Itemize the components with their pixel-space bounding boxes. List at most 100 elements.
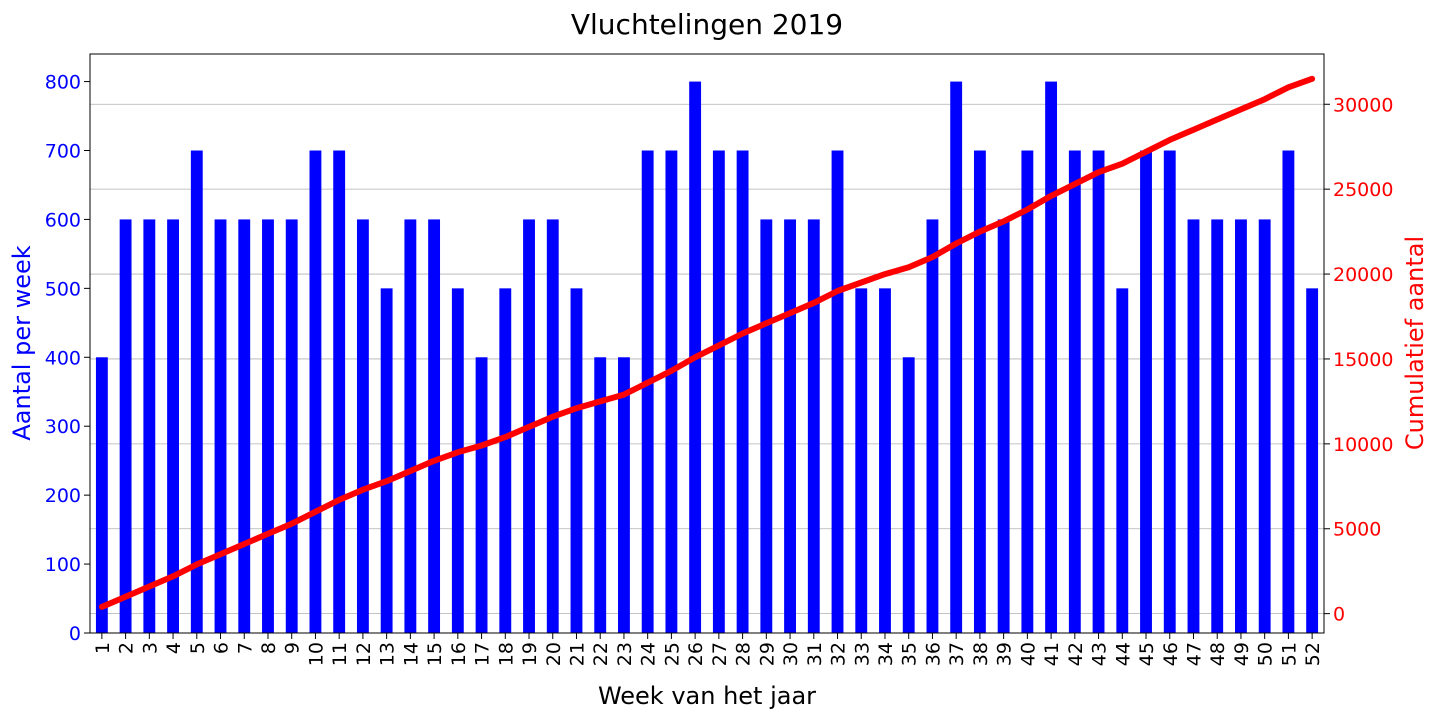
bar-week-41 (1045, 81, 1058, 634)
grid-layer (90, 103, 1324, 615)
bar-week-44 (1116, 288, 1129, 633)
bar-week-22 (594, 357, 607, 633)
bar-week-51 (1282, 150, 1295, 633)
x-tick-label: 38 (970, 642, 992, 666)
bar-week-25 (665, 150, 678, 633)
x-tick-label: 10 (305, 642, 327, 666)
right-tick-label: 30000 (1333, 94, 1393, 116)
bar-week-42 (1068, 150, 1081, 633)
bar-week-47 (1187, 219, 1200, 633)
bar-week-3 (143, 219, 156, 633)
x-tick-label: 11 (329, 642, 351, 666)
right-tick-label: 25000 (1333, 179, 1393, 201)
bar-week-20 (546, 219, 559, 633)
bar-week-31 (807, 219, 820, 633)
x-tick-label: 12 (353, 642, 375, 666)
bar-week-48 (1211, 219, 1224, 633)
x-tick-label: 46 (1160, 642, 1182, 666)
bar-week-50 (1258, 219, 1271, 633)
x-tick-label: 5 (187, 642, 209, 654)
x-tick-label: 36 (922, 642, 944, 666)
bar-series (95, 81, 1319, 634)
bar-week-5 (190, 150, 203, 633)
x-tick-label: 13 (377, 642, 399, 666)
x-tick-label: 21 (567, 642, 589, 666)
bar-week-34 (879, 288, 891, 633)
x-tick-label: 45 (1136, 642, 1158, 666)
x-tick-label: 32 (828, 642, 850, 666)
x-tick-label: 22 (590, 642, 612, 666)
x-tick-label: 47 (1184, 642, 1206, 666)
left-tick-label: 100 (45, 554, 81, 576)
x-tick-label: 9 (282, 642, 304, 654)
bar-week-6 (214, 219, 227, 633)
bar-week-4 (167, 219, 179, 633)
bar-week-40 (1021, 150, 1034, 633)
x-tick-label: 4 (163, 642, 185, 654)
bar-week-10 (309, 150, 322, 633)
bar-week-35 (902, 357, 915, 633)
x-tick-label: 19 (519, 642, 541, 666)
x-tick-label: 42 (1065, 642, 1087, 666)
x-tick-label: 28 (733, 642, 755, 666)
left-axis: 0 100 200 300 400 500 600 700 800 (45, 72, 90, 645)
x-tick-label: 14 (400, 642, 422, 666)
bar-week-12 (356, 219, 369, 633)
bar-week-46 (1163, 150, 1176, 633)
x-tick-label: 8 (258, 642, 280, 654)
x-tick-label: 35 (899, 642, 921, 666)
x-tick-label: 15 (424, 642, 446, 666)
bar-week-29 (760, 219, 773, 633)
bar-week-33 (855, 288, 868, 633)
bar-week-7 (238, 219, 251, 633)
left-tick-label: 300 (45, 416, 81, 438)
x-tick-label: 49 (1231, 642, 1253, 666)
bar-week-13 (380, 288, 393, 633)
x-tick-label: 50 (1255, 642, 1277, 666)
bar-week-17 (475, 357, 488, 633)
x-tick-label: 43 (1089, 642, 1111, 666)
bar-week-28 (736, 150, 749, 633)
bar-week-23 (618, 357, 630, 633)
x-tick-label: 29 (756, 642, 778, 666)
x-tick-label: 3 (139, 642, 161, 654)
x-tick-label: 34 (875, 642, 897, 666)
x-tick-label: 16 (448, 642, 470, 666)
bar-week-8 (262, 219, 274, 633)
bar-week-15 (428, 219, 441, 633)
bar-week-1 (95, 357, 108, 633)
x-axis: 1 2 3 4 5 6 7 8 9 10 11 12 13 14 15 16 17 18 19 20 21 22 23 24 2… (92, 633, 1324, 666)
bar-week-18 (499, 288, 512, 633)
bar-week-32 (831, 150, 844, 633)
bar-week-36 (926, 219, 939, 633)
right-tick-label: 10000 (1333, 434, 1393, 456)
right-tick-label: 15000 (1333, 349, 1393, 371)
x-tick-label: 27 (709, 642, 731, 666)
x-tick-label: 51 (1278, 642, 1300, 666)
left-axis-title: Aantal per week (8, 245, 36, 440)
x-tick-label: 40 (1017, 642, 1039, 666)
bar-week-49 (1235, 219, 1247, 633)
x-tick-label: 20 (543, 642, 565, 666)
left-tick-label: 800 (45, 72, 81, 94)
bar-week-39 (997, 219, 1010, 633)
x-tick-label: 7 (234, 642, 256, 654)
bar-week-21 (570, 288, 583, 633)
bar-week-11 (333, 150, 346, 633)
bar-week-52 (1306, 288, 1319, 633)
bar-week-30 (784, 219, 796, 633)
left-tick-label: 200 (45, 485, 81, 507)
x-tick-label: 2 (116, 642, 138, 654)
x-tick-label: 37 (946, 642, 968, 666)
x-tick-label: 52 (1302, 642, 1324, 666)
right-tick-label: 0 (1333, 604, 1345, 626)
bar-week-24 (641, 150, 654, 633)
plot-frame (89, 53, 1325, 634)
left-tick-label: 400 (45, 347, 81, 369)
cumulative-line (98, 75, 1316, 610)
left-tick-label: 0 (69, 623, 81, 645)
x-tick-label: 44 (1112, 642, 1134, 666)
x-tick-label: 23 (614, 642, 636, 666)
x-tick-label: 39 (994, 642, 1016, 666)
